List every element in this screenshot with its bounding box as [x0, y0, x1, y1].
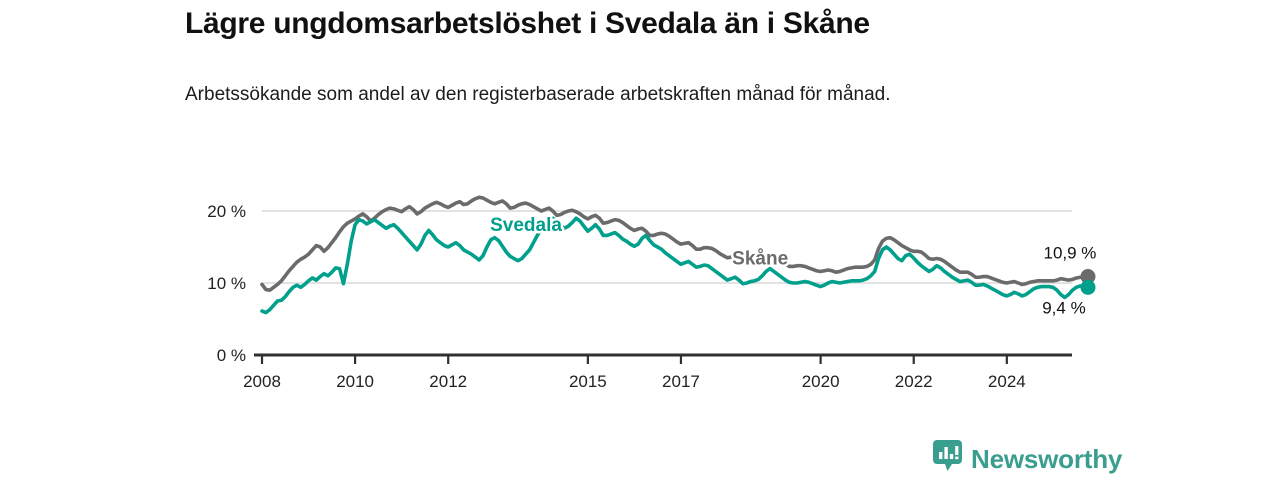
- x-axis-labels: 2008 2010 2012 2015 2017 2020 2022 2024: [243, 372, 1026, 391]
- x-axis: [254, 353, 1072, 364]
- y-tick-label: 10 %: [207, 274, 246, 293]
- y-axis-labels: 0 % 10 % 20 %: [207, 202, 246, 365]
- gridlines: [262, 210, 1072, 284]
- page-subtitle: Arbetssökande som andel av den registerb…: [185, 84, 891, 105]
- x-tick-label: 2008: [243, 372, 281, 391]
- y-tick-label: 20 %: [207, 202, 246, 221]
- series-label-skåne: Skåne: [732, 248, 788, 269]
- x-tick-label: 2012: [429, 372, 467, 391]
- end-label-svedala: 9,4 %: [1042, 298, 1085, 317]
- chart-container: 0 % 10 % 20 % 2008 2010 2012 2015 2017 2020 2022…: [0, 160, 1280, 400]
- series-lines: [260, 195, 1090, 315]
- logo-wordmark: Newsworthy: [971, 443, 1123, 474]
- series-line-skåne: [260, 195, 1090, 292]
- page-title: Lägre ungdomsarbetslöshet i Svedala än i…: [185, 7, 870, 40]
- line-chart: 0 % 10 % 20 % 2008 2010 2012 2015 2017 2020 2022…: [207, 195, 1097, 391]
- y-tick-label: 0 %: [217, 346, 246, 365]
- series-endpoint-svedala: [1080, 279, 1096, 295]
- x-tick-label: 2015: [569, 372, 607, 391]
- series-line-svedala: [260, 216, 1090, 315]
- x-tick-label: 2017: [662, 372, 700, 391]
- newsworthy-logo: Newsworthy: [933, 440, 1122, 477]
- x-tick-label: 2024: [988, 372, 1026, 391]
- series-annotations: Skåne Svedala 10,9 % 9,4 %: [488, 213, 1097, 318]
- x-tick-label: 2022: [895, 372, 933, 391]
- series-endpoints: [1080, 269, 1096, 295]
- end-label-skane: 10,9 %: [1043, 244, 1096, 263]
- series-label-svedala: Svedala: [490, 215, 562, 236]
- bar-chart-bubble-icon: [933, 440, 962, 477]
- x-tick-label: 2020: [802, 372, 840, 391]
- series-endpoint-skåne: [1080, 269, 1096, 285]
- x-tick-label: 2010: [336, 372, 374, 391]
